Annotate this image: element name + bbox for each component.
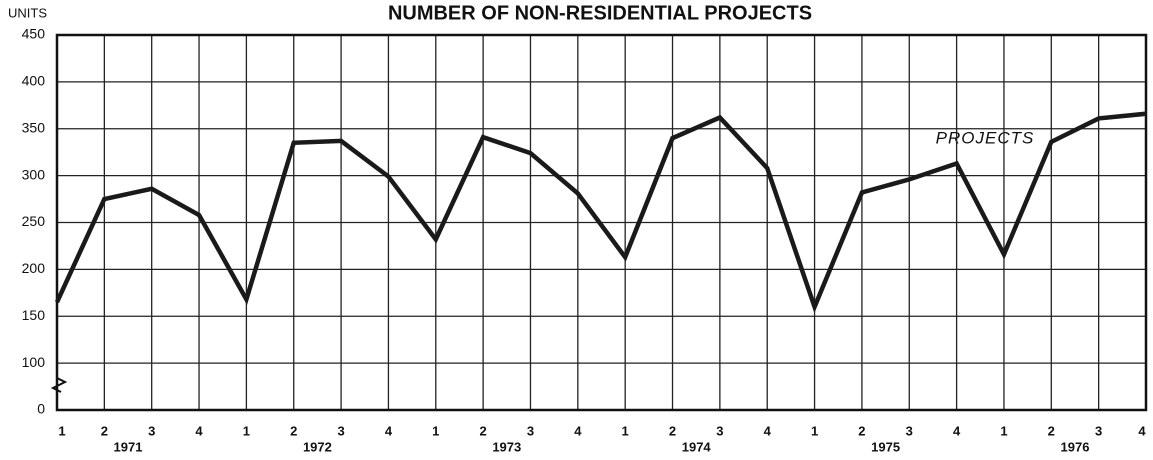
x-tick-label: 1 [432,423,439,438]
plot-frame [55,33,1148,412]
year-label: 1975 [871,439,900,454]
x-tick-label: 4 [953,423,961,438]
x-tick-label: 1 [243,423,250,438]
year-label: 1974 [682,439,712,454]
x-tick-label: 4 [195,423,203,438]
y-tick-label: 250 [22,213,46,229]
year-label: 1973 [492,439,521,454]
x-tick-label: 1 [1000,423,1007,438]
year-label: 1976 [1061,439,1090,454]
x-tick-label: 2 [290,423,297,438]
year-label: 1971 [114,439,143,454]
x-tick-label: 2 [858,423,865,438]
y-axis-label: UNITS [8,5,47,20]
y-tick-label: 400 [22,73,46,89]
y-tick-label: 100 [22,354,46,370]
x-tick-label: 2 [669,423,676,438]
year-label: 1972 [303,439,332,454]
y-tick-label: 450 [22,26,46,42]
x-tick-label: 4 [385,423,393,438]
x-tick-label: 2 [101,423,108,438]
x-tick-label: 1 [622,423,629,438]
x-tick-label: 3 [148,423,155,438]
y-tick-label: 200 [22,260,46,276]
x-tick-label: 1 [811,423,818,438]
x-tick-label: 3 [716,423,723,438]
annotation: PROJECTS [936,128,1035,147]
x-tick-label: 4 [1138,423,1146,438]
x-tick-label: 4 [574,423,582,438]
x-tick-label: 2 [480,423,487,438]
x-tick-label: 4 [764,423,772,438]
x-tick-label: 3 [906,423,913,438]
axis-break [50,377,68,393]
y-tick-label: 300 [22,166,46,182]
x-tick-label: 3 [527,423,534,438]
x-tick-label: 1 [58,423,65,438]
y-tick-label: 0 [37,401,45,417]
y-tick-label: 350 [22,119,46,135]
x-tick-label: 2 [1048,423,1055,438]
chart-title: NUMBER OF NON-RESIDENTIAL PROJECTS [388,2,812,24]
y-tick-label: 150 [22,307,46,323]
x-tick-label: 3 [1095,423,1102,438]
data-line [54,111,1147,314]
x-tick-label: 3 [337,423,344,438]
